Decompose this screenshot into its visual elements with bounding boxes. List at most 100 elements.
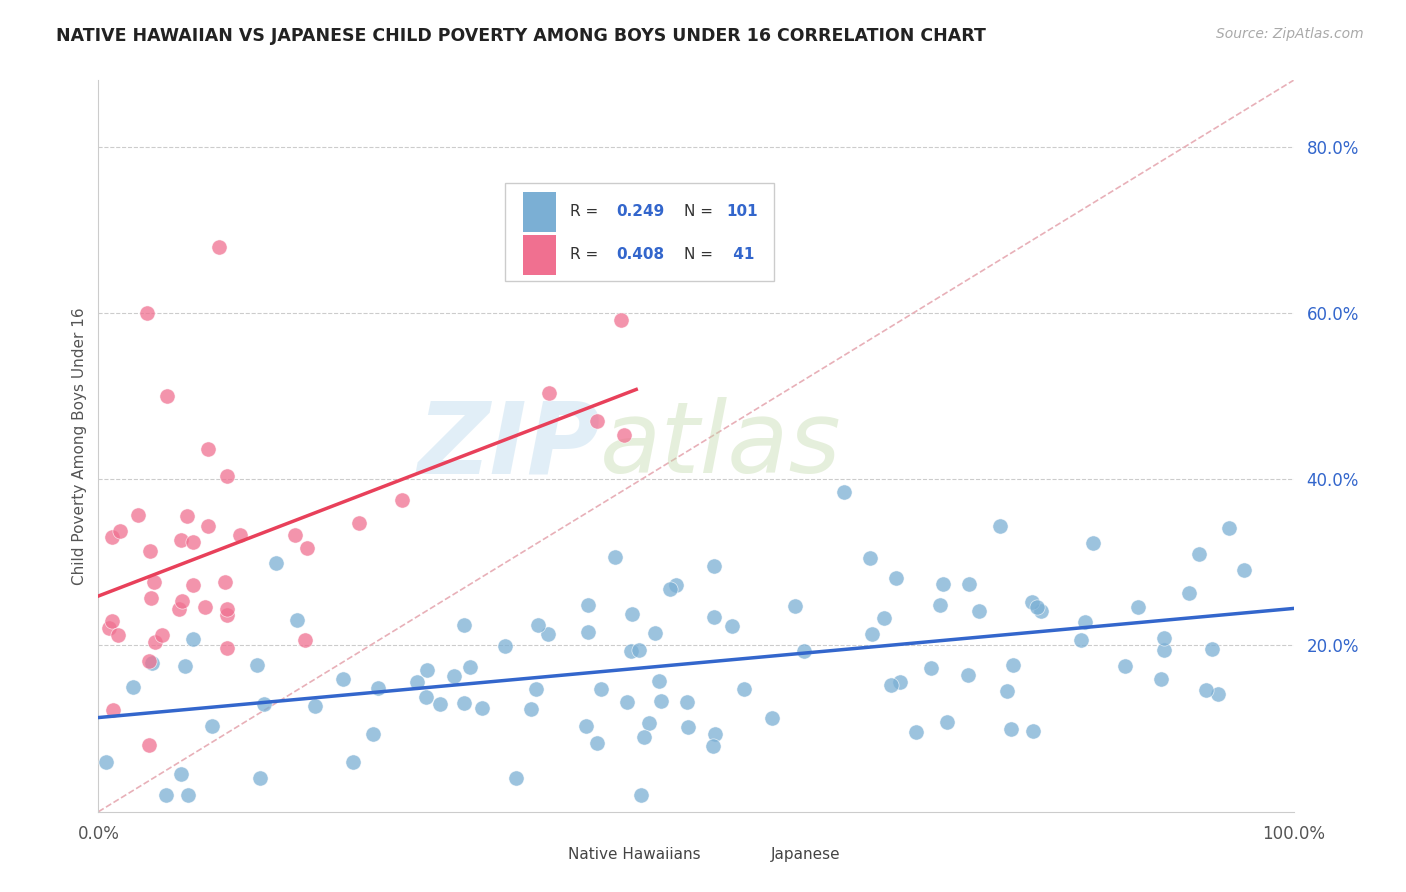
Point <box>880 678 903 692</box>
Text: 0.249: 0.249 <box>616 204 664 219</box>
Point <box>648 674 671 689</box>
Point <box>304 698 326 713</box>
Point <box>136 306 159 320</box>
Point <box>628 642 651 657</box>
Point <box>415 690 437 704</box>
Point <box>246 658 269 673</box>
Point <box>181 534 204 549</box>
Point <box>704 727 727 741</box>
Point <box>143 575 166 590</box>
Point <box>229 528 252 542</box>
Point <box>1021 595 1043 609</box>
Point <box>215 607 238 622</box>
Point <box>793 644 815 658</box>
Point <box>832 484 855 499</box>
Text: 101: 101 <box>725 204 758 219</box>
Point <box>367 681 389 696</box>
Point <box>630 788 652 802</box>
Point <box>197 518 219 533</box>
Point <box>181 577 204 591</box>
Point <box>181 632 204 647</box>
Point <box>995 684 1018 698</box>
Point <box>605 550 627 565</box>
Point <box>616 695 638 709</box>
Point <box>860 626 883 640</box>
Point <box>1218 521 1240 535</box>
Point <box>138 654 160 668</box>
Point <box>1153 632 1175 646</box>
Point <box>406 674 429 689</box>
Point <box>920 661 942 675</box>
Point <box>620 644 643 658</box>
Point <box>98 621 121 635</box>
Point <box>1026 599 1049 614</box>
Point <box>904 724 927 739</box>
Point <box>285 614 308 628</box>
Point <box>936 714 959 729</box>
Text: R =: R = <box>571 204 599 219</box>
Point <box>761 711 783 725</box>
Point <box>676 695 699 709</box>
Point <box>585 414 607 428</box>
Point <box>361 727 384 741</box>
Point <box>889 674 911 689</box>
Point <box>537 627 560 641</box>
Point <box>342 755 364 769</box>
Point <box>859 551 882 566</box>
Point <box>217 641 239 656</box>
Point <box>1149 672 1171 686</box>
Point <box>678 720 700 734</box>
Point <box>391 492 413 507</box>
Text: N =: N = <box>685 204 713 219</box>
Point <box>537 385 560 400</box>
Point <box>1178 586 1201 600</box>
Point <box>1194 683 1216 698</box>
Point <box>458 660 481 674</box>
Point <box>156 389 179 403</box>
Text: R =: R = <box>571 247 599 262</box>
Point <box>591 681 613 696</box>
Point <box>177 788 200 802</box>
Point <box>170 766 193 780</box>
Point <box>633 730 655 744</box>
Point <box>576 598 599 612</box>
Text: Native Hawaiians: Native Hawaiians <box>568 847 700 862</box>
Text: Source: ZipAtlas.com: Source: ZipAtlas.com <box>1216 27 1364 41</box>
Point <box>505 771 527 785</box>
Point <box>100 530 122 544</box>
Point <box>576 624 599 639</box>
Point <box>1022 723 1045 738</box>
Point <box>1206 687 1229 701</box>
Point <box>621 607 644 621</box>
Point <box>1000 722 1022 736</box>
Point <box>703 609 725 624</box>
Point <box>1233 563 1256 577</box>
Point <box>145 635 167 649</box>
Point <box>110 524 132 539</box>
Point <box>1074 615 1097 629</box>
Point <box>471 701 494 715</box>
Point <box>644 626 666 640</box>
Point <box>1081 536 1104 550</box>
Point <box>415 663 437 677</box>
Point <box>101 614 124 628</box>
Point <box>294 633 316 648</box>
Point <box>873 611 896 625</box>
Point <box>167 602 190 616</box>
Point <box>249 771 271 785</box>
Point <box>453 697 475 711</box>
Point <box>208 239 231 253</box>
Point <box>253 697 276 711</box>
Point <box>638 716 661 731</box>
Point <box>1029 604 1052 618</box>
Point <box>295 541 318 556</box>
Point <box>931 576 953 591</box>
FancyBboxPatch shape <box>505 183 773 282</box>
Point <box>1201 642 1223 657</box>
FancyBboxPatch shape <box>534 843 561 865</box>
Point <box>1188 547 1211 561</box>
Text: 0.408: 0.408 <box>616 247 664 262</box>
Point <box>659 582 682 597</box>
Text: atlas: atlas <box>600 398 842 494</box>
Point <box>1070 633 1092 648</box>
